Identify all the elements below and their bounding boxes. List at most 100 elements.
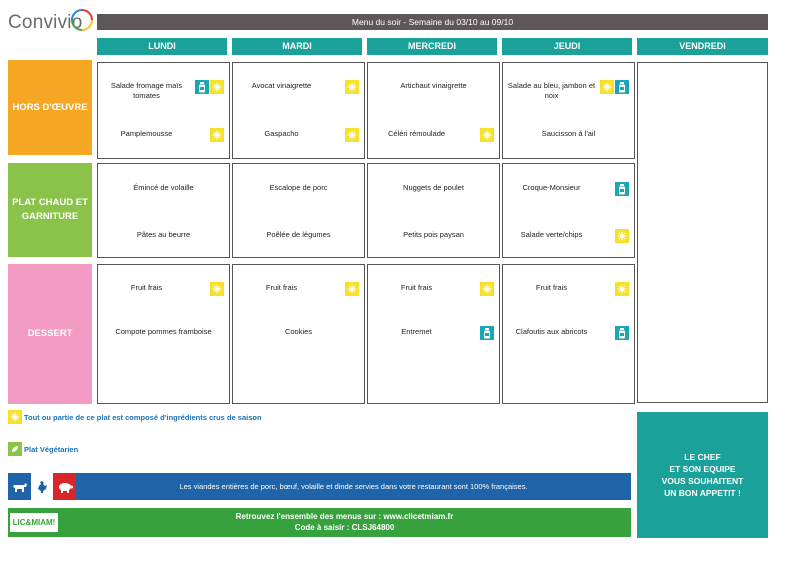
menu-cell-plat-1: Émincé de volaille Pâtes au beurre bbox=[97, 163, 230, 258]
menu-title: Menu du soir - Semaine du 03/10 au 09/10 bbox=[97, 14, 768, 30]
menu-item: Clafoutis aux abricots bbox=[515, 327, 588, 336]
sun-icon bbox=[345, 80, 359, 94]
category-label-line1: PLAT CHAUD ET bbox=[12, 197, 88, 208]
menu-item: Fruit frais bbox=[130, 283, 163, 292]
website-banner: LIC&MIAM! Retrouvez l'ensemble des menus… bbox=[8, 508, 631, 537]
convivio-logo: Convivio bbox=[8, 8, 94, 42]
sun-icon bbox=[210, 80, 224, 94]
category-hors-doeuvre: HORS D'ŒUVRE bbox=[8, 60, 92, 155]
meat-origin-text: Les viandes entières de porc, bœuf, vola… bbox=[179, 482, 528, 491]
menu-item-icons bbox=[480, 128, 494, 142]
meat-origin-banner: Les viandes entières de porc, bœuf, vola… bbox=[8, 473, 631, 500]
website-text-block: Retrouvez l'ensemble des menus sur : www… bbox=[58, 511, 631, 533]
menu-item: Croque-Monsieur bbox=[522, 183, 581, 192]
licmiam-logo: LIC&MIAM! bbox=[10, 513, 58, 532]
menu-item-icons bbox=[345, 128, 359, 142]
menu-item-icons bbox=[210, 282, 224, 296]
menu-item: Escalope de porc bbox=[269, 183, 328, 192]
menu-cell-dessert-2: Fruit frais Cookies bbox=[232, 264, 365, 404]
legend-seasonal-text: Tout ou partie de ce plat est composé d'… bbox=[24, 412, 262, 422]
day-header-vendredi: VENDREDI bbox=[637, 38, 768, 55]
menu-item: Saucisson à l'ail bbox=[541, 129, 596, 138]
menu-item: Céléri rémoulade bbox=[387, 129, 446, 138]
menu-item-icons bbox=[195, 80, 224, 94]
menu-item-icons bbox=[210, 128, 224, 142]
day-header-jeudi: JEUDI bbox=[502, 38, 632, 55]
day-header-mercredi: MERCREDI bbox=[367, 38, 497, 55]
legend-vegetarian: Plat Végétarien bbox=[8, 442, 78, 456]
sun-icon bbox=[345, 128, 359, 142]
menu-item: Salade fromage maïs tomates bbox=[110, 81, 183, 100]
cow-icon bbox=[8, 473, 31, 500]
day-header-lundi: LUNDI bbox=[97, 38, 227, 55]
menu-cell-dessert-1: Fruit frais Compote pommes framboise bbox=[97, 264, 230, 404]
jar-icon bbox=[195, 80, 209, 94]
jar-icon bbox=[615, 326, 629, 340]
menu-item: Salade verte/chips bbox=[520, 230, 583, 239]
menu-item-icons bbox=[600, 80, 629, 94]
menu-item: Salade au bleu, jambon et noix bbox=[507, 81, 596, 100]
jar-icon bbox=[480, 326, 494, 340]
chef-line: UN BON APPETIT ! bbox=[664, 488, 741, 498]
menu-cell-plat-4: Croque-Monsieur Salade verte/chips bbox=[502, 163, 635, 258]
menu-cell-hors-4: Salade au bleu, jambon et noix Saucisson … bbox=[502, 62, 635, 159]
menu-cell-dessert-4: Fruit frais Clafoutis aux abricots bbox=[502, 264, 635, 404]
french-flag-animals bbox=[8, 473, 76, 500]
category-label: DESSERT bbox=[27, 328, 73, 339]
menu-item: Compote pommes framboise bbox=[115, 327, 212, 336]
menu-item: Avocat vinaigrette bbox=[251, 81, 312, 90]
chef-line: LE CHEF bbox=[684, 452, 721, 462]
jar-icon bbox=[615, 182, 629, 196]
legend-vegetarian-text: Plat Végétarien bbox=[24, 444, 79, 454]
category-label: HORS D'ŒUVRE bbox=[12, 101, 88, 113]
menu-item-icons bbox=[615, 326, 629, 340]
menu-cell-plat-2: Escalope de porc Poêlée de légumes bbox=[232, 163, 365, 258]
sun-icon bbox=[345, 282, 359, 296]
day-header-mardi: MARDI bbox=[232, 38, 362, 55]
menu-cell-hors-2: Avocat vinaigrette Gaspacho bbox=[232, 62, 365, 159]
logo-swirl-icon bbox=[71, 9, 93, 31]
menu-item: Fruit frais bbox=[265, 283, 298, 292]
menu-cell-hors-3: Artichaut vinaigrette Céléri rémoulade bbox=[367, 62, 500, 159]
menu-item: Artichaut vinaigrette bbox=[400, 81, 467, 90]
menu-item-icons bbox=[615, 229, 629, 243]
sun-icon bbox=[8, 410, 22, 424]
rooster-icon bbox=[31, 473, 53, 500]
menu-item: Cookies bbox=[284, 327, 313, 336]
sun-icon bbox=[210, 282, 224, 296]
sun-icon bbox=[210, 128, 224, 142]
website-link-text[interactable]: Retrouvez l'ensemble des menus sur : www… bbox=[235, 512, 454, 521]
category-label-line2: GARNITURE bbox=[21, 211, 79, 222]
access-code-text: Code à saisir : CLSJ64800 bbox=[294, 523, 395, 532]
chef-line: ET SON EQUIPE bbox=[669, 464, 736, 474]
menu-item-icons bbox=[615, 282, 629, 296]
sun-icon bbox=[615, 229, 629, 243]
menu-item: Entremet bbox=[401, 327, 432, 336]
chef-message-box: LE CHEF ET SON EQUIPE VOUS SOUHAITENT UN… bbox=[637, 412, 768, 538]
menu-item-icons bbox=[345, 282, 359, 296]
pig-icon bbox=[53, 473, 76, 500]
menu-item: Nuggets de poulet bbox=[403, 183, 464, 192]
category-dessert: DESSERT bbox=[8, 264, 92, 404]
menu-item-icons bbox=[615, 182, 629, 196]
category-plat-chaud: PLAT CHAUD ET GARNITURE bbox=[8, 163, 92, 257]
sun-icon bbox=[615, 282, 629, 296]
menu-cell-hors-1: Salade fromage maïs tomates Pamplemousse bbox=[97, 62, 230, 159]
menu-item: Gaspacho bbox=[264, 129, 299, 138]
menu-item-icons bbox=[480, 282, 494, 296]
chef-line: VOUS SOUHAITENT bbox=[661, 476, 744, 486]
menu-item-icons bbox=[480, 326, 494, 340]
sun-icon bbox=[600, 80, 614, 94]
menu-item: Fruit frais bbox=[400, 283, 433, 292]
legend-seasonal: Tout ou partie de ce plat est composé d'… bbox=[8, 410, 262, 424]
menu-item: Fruit frais bbox=[535, 283, 568, 292]
sun-icon bbox=[480, 128, 494, 142]
menu-item: Pamplemousse bbox=[120, 129, 173, 138]
logo-text: Convivio bbox=[8, 12, 83, 33]
menu-item-icons bbox=[345, 80, 359, 94]
vendredi-empty-cell bbox=[637, 62, 768, 403]
menu-item: Petits pois paysan bbox=[403, 230, 464, 239]
jar-icon bbox=[615, 80, 629, 94]
menu-cell-dessert-3: Fruit frais Entremet bbox=[367, 264, 500, 404]
menu-item: Poêlée de légumes bbox=[266, 230, 331, 239]
